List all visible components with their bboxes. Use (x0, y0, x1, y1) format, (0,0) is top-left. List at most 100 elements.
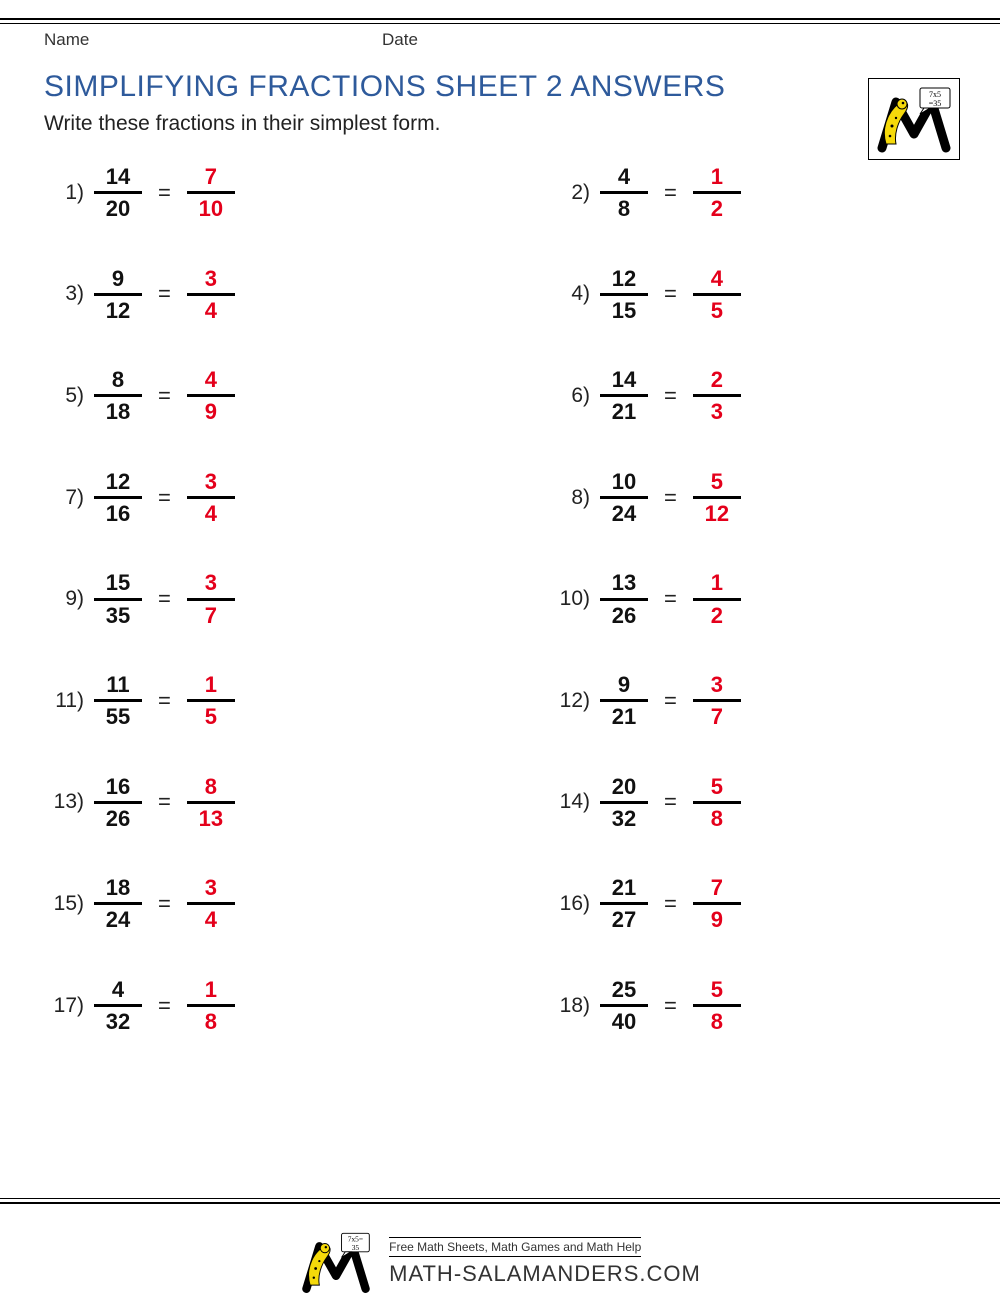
equals-sign: = (664, 383, 677, 409)
answer-numerator: 4 (703, 266, 731, 293)
given-denominator: 24 (94, 902, 142, 932)
answer-denominator: 5 (187, 699, 235, 729)
given-numerator: 16 (98, 774, 138, 801)
answer-numerator: 8 (197, 774, 225, 801)
answer-fraction: 2 3 (693, 367, 741, 425)
svg-text:=35: =35 (929, 99, 942, 108)
answer-fraction: 1 2 (693, 164, 741, 222)
problem-number: 3) (44, 282, 84, 306)
given-denominator: 55 (94, 699, 142, 729)
given-fraction: 10 24 (600, 469, 648, 527)
answer-fraction: 3 4 (187, 266, 235, 324)
problem-row: 13) 16 26 = 8 13 (44, 774, 480, 832)
site-logo: 7x5 =35 (868, 78, 960, 160)
equals-sign: = (664, 586, 677, 612)
answer-numerator: 5 (703, 469, 731, 496)
answer-fraction: 3 7 (187, 570, 235, 628)
answer-fraction: 7 9 (693, 875, 741, 933)
problem-row: 5) 8 18 = 4 9 (44, 367, 480, 425)
answer-fraction: 1 8 (187, 977, 235, 1035)
problem-row: 8) 10 24 = 5 12 (520, 469, 956, 527)
answer-fraction: 3 7 (693, 672, 741, 730)
answer-denominator: 8 (693, 801, 741, 831)
problem-number: 18) (550, 994, 590, 1018)
given-numerator: 12 (98, 469, 138, 496)
problem-number: 13) (44, 790, 84, 814)
problem-number: 10) (550, 587, 590, 611)
answer-denominator: 2 (693, 191, 741, 221)
given-fraction: 11 55 (94, 672, 142, 730)
answer-numerator: 2 (703, 367, 731, 394)
equals-sign: = (158, 688, 171, 714)
given-numerator: 14 (604, 367, 644, 394)
given-fraction: 25 40 (600, 977, 648, 1035)
equals-sign: = (158, 586, 171, 612)
given-numerator: 4 (610, 164, 638, 191)
problem-row: 7) 12 16 = 3 4 (44, 469, 480, 527)
equals-sign: = (664, 180, 677, 206)
given-denominator: 21 (600, 394, 648, 424)
answer-denominator: 7 (693, 699, 741, 729)
given-denominator: 40 (600, 1004, 648, 1034)
answer-numerator: 3 (197, 875, 225, 902)
given-fraction: 12 16 (94, 469, 142, 527)
given-numerator: 20 (604, 774, 644, 801)
answer-numerator: 3 (197, 570, 225, 597)
given-denominator: 15 (600, 293, 648, 323)
given-fraction: 9 21 (600, 672, 648, 730)
equals-sign: = (158, 485, 171, 511)
svg-text:7x5: 7x5 (929, 90, 941, 99)
given-denominator: 16 (94, 496, 142, 526)
problem-number: 12) (550, 689, 590, 713)
equals-sign: = (158, 180, 171, 206)
footer-logo: 7x5= 35 (299, 1229, 373, 1295)
answer-fraction: 4 5 (693, 266, 741, 324)
answer-denominator: 10 (187, 191, 235, 221)
footer-brand: MATH-SALAMANDERS.COM (389, 1261, 701, 1287)
answer-fraction: 1 2 (693, 570, 741, 628)
problem-row: 9) 15 35 = 3 7 (44, 570, 480, 628)
given-numerator: 12 (604, 266, 644, 293)
given-denominator: 32 (600, 801, 648, 831)
answer-numerator: 7 (703, 875, 731, 902)
given-numerator: 4 (104, 977, 132, 1004)
problem-row: 15) 18 24 = 3 4 (44, 875, 480, 933)
given-denominator: 18 (94, 394, 142, 424)
worksheet-title: SIMPLIFYING FRACTIONS SHEET 2 ANSWERS (44, 70, 1000, 104)
footer-tagline: Free Math Sheets, Math Games and Math He… (389, 1237, 641, 1257)
equals-sign: = (664, 688, 677, 714)
given-fraction: 20 32 (600, 774, 648, 832)
problem-row: 4) 12 15 = 4 5 (520, 266, 956, 324)
problem-row: 14) 20 32 = 5 8 (520, 774, 956, 832)
problem-number: 17) (44, 994, 84, 1018)
problem-row: 2) 4 8 = 1 2 (520, 164, 956, 222)
problems-grid: 1) 14 20 = 7 10 2) 4 8 = 1 2 3) 9 12 = 3… (0, 164, 1000, 1034)
answer-denominator: 4 (187, 902, 235, 932)
answer-denominator: 4 (187, 293, 235, 323)
given-numerator: 8 (104, 367, 132, 394)
problem-number: 9) (44, 587, 84, 611)
given-numerator: 18 (98, 875, 138, 902)
date-label: Date (382, 30, 418, 50)
given-denominator: 12 (94, 293, 142, 323)
given-fraction: 21 27 (600, 875, 648, 933)
problem-row: 6) 14 21 = 2 3 (520, 367, 956, 425)
problem-number: 16) (550, 892, 590, 916)
problem-row: 10) 13 26 = 1 2 (520, 570, 956, 628)
answer-denominator: 9 (187, 394, 235, 424)
given-fraction: 14 20 (94, 164, 142, 222)
equals-sign: = (158, 789, 171, 815)
answer-numerator: 1 (197, 672, 225, 699)
equals-sign: = (158, 993, 171, 1019)
equals-sign: = (664, 891, 677, 917)
equals-sign: = (664, 789, 677, 815)
answer-fraction: 8 13 (187, 774, 235, 832)
given-denominator: 32 (94, 1004, 142, 1034)
name-label: Name (44, 30, 382, 50)
answer-numerator: 3 (197, 266, 225, 293)
given-denominator: 35 (94, 598, 142, 628)
given-denominator: 21 (600, 699, 648, 729)
problem-number: 7) (44, 486, 84, 510)
answer-denominator: 3 (693, 394, 741, 424)
answer-denominator: 13 (187, 801, 235, 831)
